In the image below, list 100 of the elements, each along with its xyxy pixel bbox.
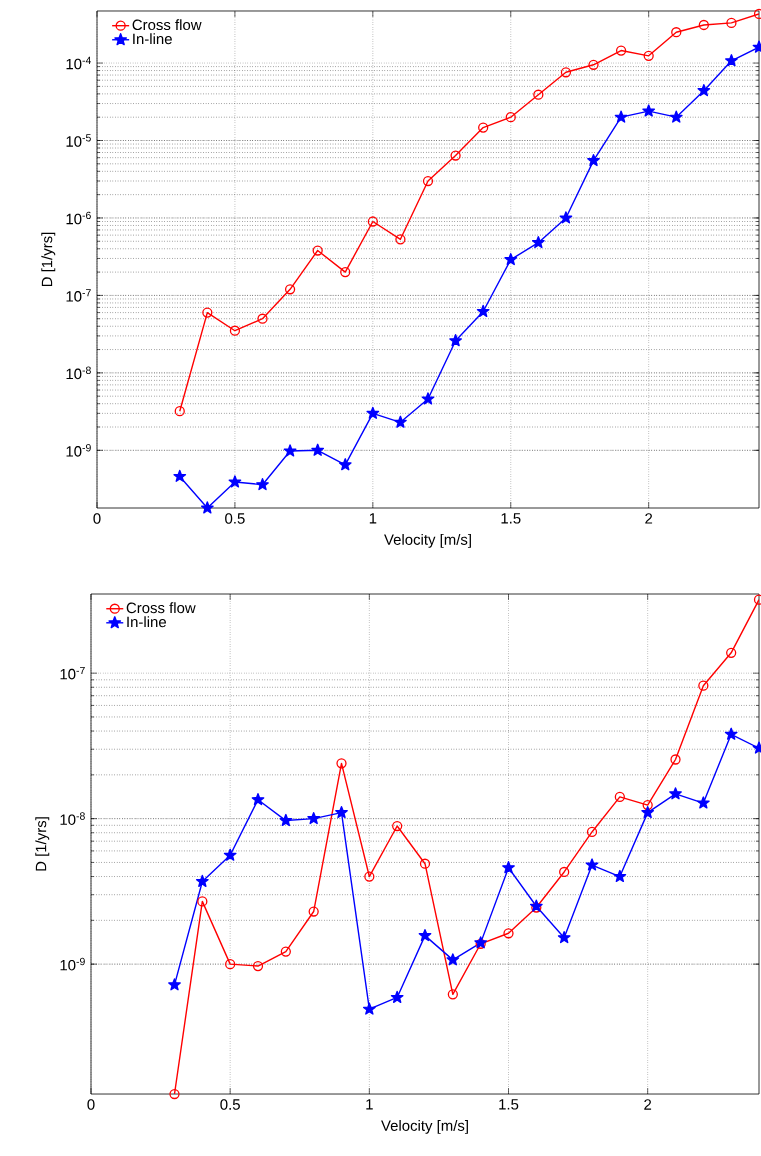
point (476, 304, 490, 318)
y-axis-title: D [1/yrs] (35, 817, 50, 871)
x-axis-title: Velocity [m/s] (381, 1119, 468, 1134)
point (614, 791, 625, 803)
point (362, 1002, 376, 1015)
point (283, 444, 297, 457)
point (418, 928, 432, 942)
point (364, 871, 375, 882)
point (724, 727, 738, 740)
point (419, 858, 431, 869)
point (615, 45, 627, 56)
point (173, 469, 187, 482)
point (449, 334, 462, 347)
point (587, 153, 600, 167)
point (559, 211, 573, 224)
point (533, 89, 544, 100)
point (336, 758, 347, 769)
x-tick-label: 1 (369, 513, 377, 524)
point (280, 946, 291, 957)
y-tick-label: 10$^{-7}$ (60, 666, 85, 680)
legend-label: In-line (127, 616, 166, 628)
point (669, 787, 682, 800)
y-tick-label: 10$^{-4}$ (66, 56, 91, 70)
point (256, 478, 269, 491)
y-tick-label: 10$^{-6}$ (66, 211, 91, 225)
point (698, 19, 709, 31)
point (502, 861, 515, 874)
point (311, 443, 325, 456)
point (531, 235, 545, 249)
point (308, 906, 319, 917)
point (670, 754, 681, 765)
point (279, 813, 293, 827)
point (168, 978, 181, 991)
point (447, 989, 458, 1000)
point (284, 284, 296, 295)
y-tick-label: 10$^{-5}$ (66, 134, 91, 147)
x-tick-label: 0.5 (220, 1099, 240, 1110)
point (367, 216, 378, 227)
point (229, 325, 241, 336)
point (169, 1088, 180, 1100)
point (195, 874, 209, 887)
point (335, 805, 348, 819)
point (505, 112, 516, 123)
point (251, 793, 265, 806)
point (642, 799, 653, 811)
x-tick-label: 2 (645, 513, 653, 524)
point (726, 17, 737, 29)
point (478, 122, 489, 133)
point (421, 392, 435, 405)
x-tick-label: 2 (644, 1099, 652, 1110)
point (223, 848, 237, 861)
y-tick-label: 10$^{-9}$ (60, 957, 85, 971)
point (588, 59, 599, 70)
legend-label: Cross flow (126, 602, 196, 614)
y-axis-title: D [1/yrs] (41, 232, 56, 287)
point (174, 406, 185, 417)
x-tick-label: 0 (93, 513, 101, 524)
point (395, 234, 406, 245)
point (614, 110, 628, 123)
point (394, 415, 407, 428)
y-tick-label: 10$^{-9}$ (66, 444, 91, 457)
y-tick-label: 10$^{-8}$ (66, 366, 91, 380)
point (450, 150, 461, 161)
legend-label: In-line (133, 33, 172, 45)
point (312, 245, 323, 256)
y-tick-label: 10$^{-7}$ (66, 289, 91, 302)
point (585, 858, 599, 871)
x-tick-label: 1.5 (501, 513, 521, 524)
point (338, 458, 352, 471)
point (257, 313, 268, 324)
point (392, 820, 403, 832)
point (503, 928, 514, 939)
x-tick-label: 1 (366, 1099, 373, 1110)
point (726, 647, 737, 658)
legend-label: Cross flow (132, 19, 202, 31)
point (586, 826, 598, 838)
point (669, 110, 683, 123)
point (197, 896, 208, 907)
point (225, 959, 236, 970)
point (446, 953, 460, 966)
point (202, 307, 213, 318)
point (504, 252, 518, 266)
x-axis-title: Velocity [m/s] (384, 533, 471, 548)
x-tick-label: 1.5 (499, 1099, 519, 1110)
point (307, 811, 321, 825)
point (613, 869, 627, 883)
point (725, 54, 738, 67)
point (560, 67, 572, 78)
point (340, 266, 351, 278)
point (200, 501, 214, 514)
y-tick-label: 10$^{-8}$ (60, 812, 85, 825)
point (390, 990, 404, 1004)
point (252, 960, 264, 972)
point (228, 475, 242, 488)
point (422, 175, 434, 187)
point (557, 931, 571, 944)
point (559, 866, 570, 878)
point (643, 50, 654, 61)
point (366, 406, 380, 419)
x-tick-label: 0.5 (225, 513, 245, 524)
